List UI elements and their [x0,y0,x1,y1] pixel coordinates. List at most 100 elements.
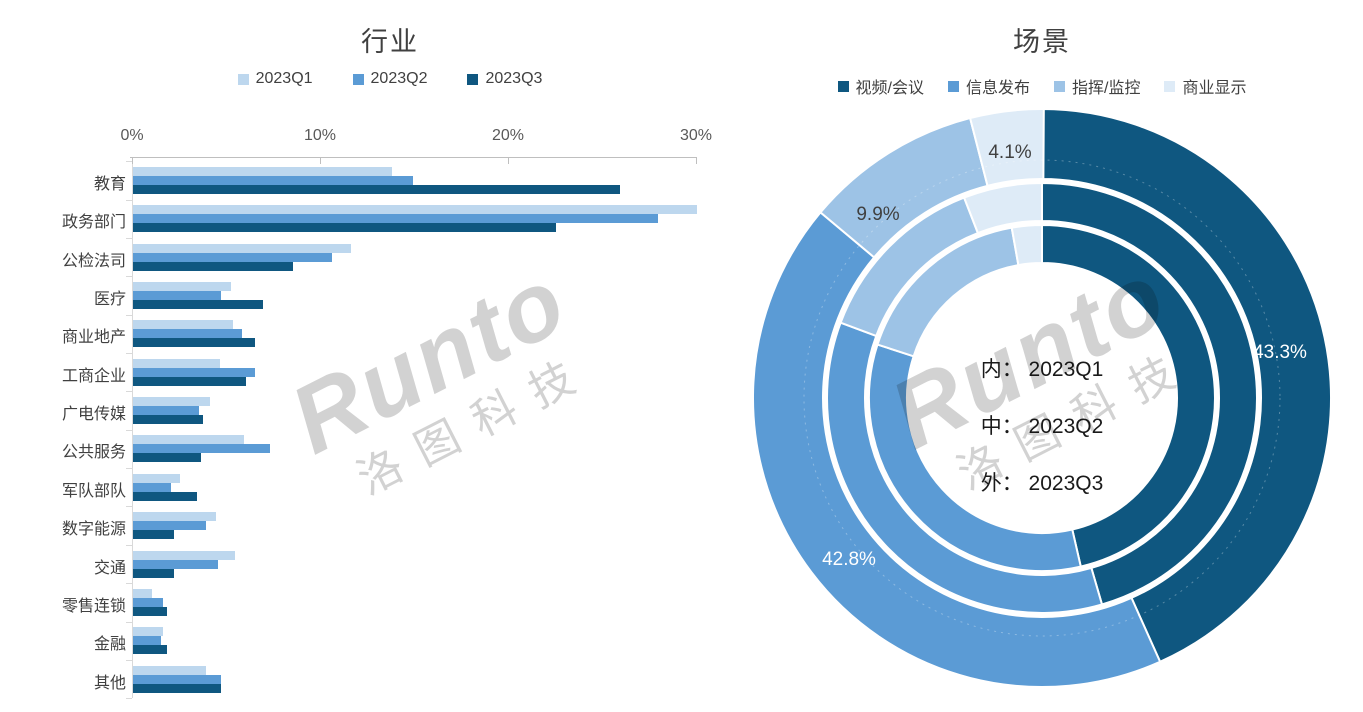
donut-center-line-inner: 内： 2023Q1 [980,358,1104,381]
bar-2023Q2 [133,176,414,185]
bar-2023Q2 [133,291,222,301]
bar-2023Q2 [133,559,218,569]
bar-2023Q1 [133,665,207,675]
bar-2023Q1 [133,358,220,368]
bar-2023Q2 [133,252,333,262]
bar-2023Q1 [133,205,697,215]
legend-item: 视频/会议 [837,74,924,98]
legend-item: 信息发布 [947,74,1030,98]
legend-item-label: 信息发布 [965,80,1030,97]
bar-2023Q3 [133,261,293,271]
category-axis-tick [126,353,132,355]
legend-swatch [947,80,959,92]
bar-2023Q1 [133,167,393,176]
category-axis-tick [126,161,132,163]
x-axis-tick-label: 10% [303,127,337,144]
category-axis-tick [126,659,132,661]
bar-2023Q3 [133,185,620,194]
bar-2023Q1 [133,627,164,637]
bar-2023Q2 [133,597,164,607]
bar-2023Q1 [133,243,352,253]
donut-segment-2023Q1-3 [1010,223,1043,267]
category-axis-tick [126,544,132,546]
category-label: 数字能源 [61,521,126,539]
category-label: 军队部队 [61,482,126,500]
donut-data-label: 4.1% [988,142,1032,163]
x-axis-tick [320,157,321,164]
category-axis-tick [126,698,132,700]
bar-2023Q1 [133,473,180,483]
scene-legend: 视频/会议 信息发布 指挥/监控 商业显示 [762,74,1322,98]
category-label: 交通 [93,559,126,577]
category-label: 广电传媒 [61,406,126,424]
scene-chart-title: 场景 [1013,27,1071,57]
category-axis-tick [126,621,132,623]
x-axis-tick-label: 0% [120,127,144,144]
bar-2023Q3 [133,530,175,540]
bar-2023Q2 [133,367,256,377]
bar-2023Q3 [133,683,222,693]
donut-center-line-outer: 外： 2023Q3 [980,472,1104,495]
x-axis-line [130,157,697,158]
category-label: 公检法司 [61,252,126,270]
bar-2023Q1 [133,550,235,560]
x-axis-tick [132,157,133,164]
legend-item-label: 2023Q3 [485,70,543,87]
category-axis-tick [126,238,132,239]
donut-data-label: 43.3% [1253,342,1307,363]
legend-item: 2023Q3 [467,70,542,88]
legend-item-label: 2023Q1 [255,70,313,87]
bar-2023Q2 [133,444,271,454]
legend-item: 指挥/监控 [1054,74,1140,98]
donut-segment-2023Q3-3 [968,108,1045,188]
category-axis-tick [126,583,132,585]
bar-2023Q2 [133,636,162,646]
x-axis-tick-label: 30% [679,127,713,144]
bar-2023Q1 [133,512,216,522]
legend-item: 商业显示 [1164,74,1246,98]
industry-plot-area: 0% 10% 20% 30% 教育 政务部门 公检法司 医疗 商业地产 工商企业 广电传媒 公共服务军… [61,127,713,700]
bar-2023Q2 [133,214,658,224]
x-axis-tick [696,157,697,164]
legend-item-label: 2023Q2 [370,70,428,87]
category-label: 金融 [93,636,126,654]
category-label: 工商企业 [61,367,126,385]
bar-2023Q2 [133,406,199,416]
bar-2023Q1 [133,588,152,598]
donut-data-label: 42.8% [822,549,876,570]
legend-swatch [1164,80,1176,92]
donut-segment-2023Q1-0 [1041,223,1216,568]
x-axis-tick-label: 20% [491,127,525,144]
bar-2023Q2 [133,329,242,339]
legend-item: 2023Q2 [352,70,428,88]
bar-2023Q3 [133,300,263,310]
legend-swatch [837,80,849,92]
category-axis-line [132,157,133,698]
bar-2023Q1 [133,435,244,445]
bar-2023Q3 [133,491,197,501]
legend-item-label: 指挥/监控 [1072,80,1141,97]
category-label: 零售连锁 [61,597,126,615]
legend-swatch [1054,80,1065,92]
category-label: 教育 [93,176,126,193]
legend-item-label: 商业显示 [1182,80,1247,97]
bar-2023Q1 [133,320,233,330]
donut-center-line-middle: 中： 2023Q2 [980,415,1104,438]
category-label: 政务部门 [61,214,126,232]
bar-2023Q2 [133,674,222,684]
x-axis-tick [508,157,509,164]
category-axis-tick [126,429,132,431]
category-label: 其他 [93,674,126,692]
category-axis-tick [126,276,132,278]
bar-2023Q3 [133,415,203,425]
legend-swatch [467,73,479,85]
industry-legend: 2023Q1 2023Q2 2023Q3 [100,70,680,88]
bar-2023Q3 [133,223,556,233]
bar-2023Q3 [133,606,167,616]
category-axis-tick [126,506,132,508]
category-axis-tick [126,391,132,393]
category-axis-tick [126,199,132,201]
bar-2023Q2 [133,521,207,531]
category-axis-tick [126,468,132,470]
